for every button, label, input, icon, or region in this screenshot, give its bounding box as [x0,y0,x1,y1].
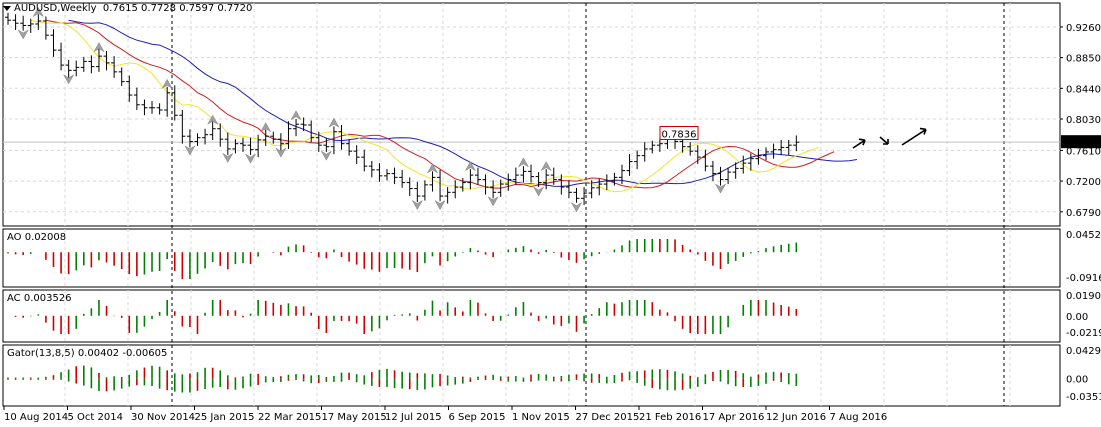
y-tick-label: 0.8440 [1066,84,1101,95]
fractal-up-icon [328,117,340,128]
y-tick-label: 0.04525 [1066,230,1101,241]
x-tick-label: 30 Nov 2014 [131,412,195,423]
fractal-down-icon [184,145,196,156]
ma-yellow-line [30,19,820,193]
fractal-down-icon [570,202,583,213]
fractal-down-icon [222,152,234,163]
y-tick-label: 0.00 [1066,375,1088,386]
fractal-up-icon [290,110,302,121]
x-tick-label: 1 Nov 2015 [512,412,570,423]
y-tick-label: 0.7200 [1066,177,1101,188]
x-tick-label: 10 Aug 2014 [4,412,68,423]
x-tick-label: 12 Jul 2015 [385,412,442,423]
fractal-down-icon [244,153,257,164]
fractal-up-icon [540,161,552,172]
arrow-head [883,139,889,145]
fractal-up-icon [426,163,439,174]
fractal-up-icon [161,78,173,90]
x-tick-label: 6 Sep 2015 [449,412,506,423]
fractal-down-icon [434,199,446,211]
x-tick-label: 17 May 2015 [322,412,387,423]
fractal-up-icon [517,157,530,168]
y-tick-label: 0.019003 [1066,291,1101,302]
x-tick-label: 25 Jan 2015 [195,412,255,423]
fractal-up-icon [260,122,272,133]
panel-frame-gator [2,344,1061,407]
high-label-text: 0.7836 [662,130,697,141]
arrow-down-icon [879,136,889,145]
fractal-down-icon [320,150,333,161]
x-tick-label: 12 Jun 2016 [766,412,826,423]
current-price-text: 0.7720 [1065,138,1100,149]
symbol-label: AUDUSD,Weekly [14,3,97,14]
triangle-down-icon[interactable] [3,5,11,11]
fractal-down-icon [62,74,75,85]
x-tick-label: 5 Oct 2014 [68,412,123,423]
x-tick-label: 17 Apr 2016 [703,412,765,423]
y-tick-label: 0.9260 [1066,23,1101,34]
fractal-down-icon [487,196,499,207]
arrow-up-icon [901,128,927,146]
x-tick-label: 7 Aug 2016 [830,412,888,423]
fractal-down-icon [532,186,545,197]
fractal-up-icon [464,161,477,172]
high-label-box [659,126,699,141]
arrow-head [919,127,927,135]
y-tick-label: 0.8850 [1066,54,1101,65]
y-tick-label: -0.09165 [1066,273,1101,284]
x-tick-label: 27 Dec 2015 [576,412,640,423]
fractal-down-icon [275,147,287,158]
ma-blue-line [68,19,858,187]
fractal-up-icon [93,42,105,53]
y-tick-label: 0.00 [1066,312,1088,323]
y-tick-label: -0.02199 [1066,328,1101,339]
fractal-down-icon [17,29,29,40]
panel-frame-ac [2,289,1061,343]
arrow-head [858,138,866,146]
arrow-up-icon [852,139,866,149]
panel-frame-main [2,2,1061,227]
y-tick-label: 0.6790 [1066,208,1101,219]
ma-red-line [45,19,835,189]
fractal-up-icon [32,6,44,18]
panel-frame-ao [2,228,1061,288]
y-tick-label: 0.7610 [1066,146,1101,157]
fractal-down-icon [714,183,727,194]
y-tick-label: 0.04297 [1066,346,1101,357]
x-tick-label: 21 Feb 2016 [639,412,701,423]
ohlc-values: 0.7615 0.7728 0.7597 0.7720 [102,3,253,14]
current-price-tag [1061,135,1101,149]
indicator-label-gator: Gator(13,8,5) 0.00402 -0.00605 [7,348,167,359]
fractal-down-icon [411,199,423,211]
chart-header: AUDUSD,Weekly 0.7615 0.7728 0.7597 0.772… [3,3,252,14]
x-tick-label: 22 Mar 2015 [258,412,321,423]
y-tick-label: -0.03514 [1066,392,1101,403]
indicator-label-ao: AO 0.02008 [7,232,66,243]
indicator-label-ac: AC 0.003526 [7,293,72,304]
fractal-up-icon [206,114,219,125]
y-tick-label: 0.8030 [1066,115,1101,126]
